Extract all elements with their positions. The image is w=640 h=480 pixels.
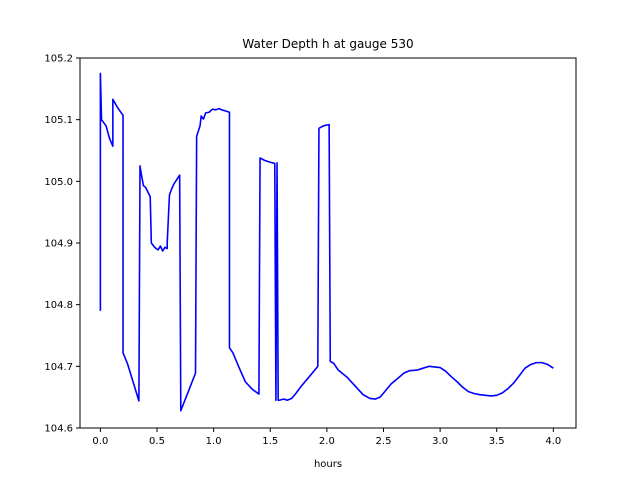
x-tick-label: 2.5 [376, 436, 392, 447]
y-tick-label: 104.9 [44, 239, 73, 250]
y-tick-label: 105.1 [44, 115, 73, 126]
y-tick-label: 104.8 [44, 300, 73, 311]
x-tick-label: 0.5 [149, 436, 165, 447]
x-tick-label: 1.0 [206, 436, 222, 447]
x-tick-label: 3.0 [432, 436, 448, 447]
y-tick-label: 104.6 [44, 424, 73, 435]
x-axis: 0.0 0.5 1.0 1.5 2.0 2.5 3.0 3.5 4.0 [92, 428, 561, 447]
x-tick-label: 0.0 [92, 436, 108, 447]
chart-title: Water Depth h at gauge 530 [242, 37, 413, 51]
x-tick-label: 4.0 [545, 436, 561, 447]
plot-area [99, 72, 554, 412]
x-tick-label: 1.5 [262, 436, 278, 447]
x-axis-label: hours [314, 459, 342, 470]
x-tick-label: 2.0 [319, 436, 335, 447]
y-tick-label: 105.2 [44, 54, 73, 65]
y-tick-label: 104.7 [44, 362, 73, 373]
plot-frame [79, 57, 577, 429]
series-line [99, 72, 554, 412]
y-axis: 104.6 104.7 104.8 104.9 105.0 105.1 105.2 [44, 54, 80, 435]
x-tick-label: 3.5 [489, 436, 505, 447]
y-tick-label: 105.0 [44, 177, 73, 188]
